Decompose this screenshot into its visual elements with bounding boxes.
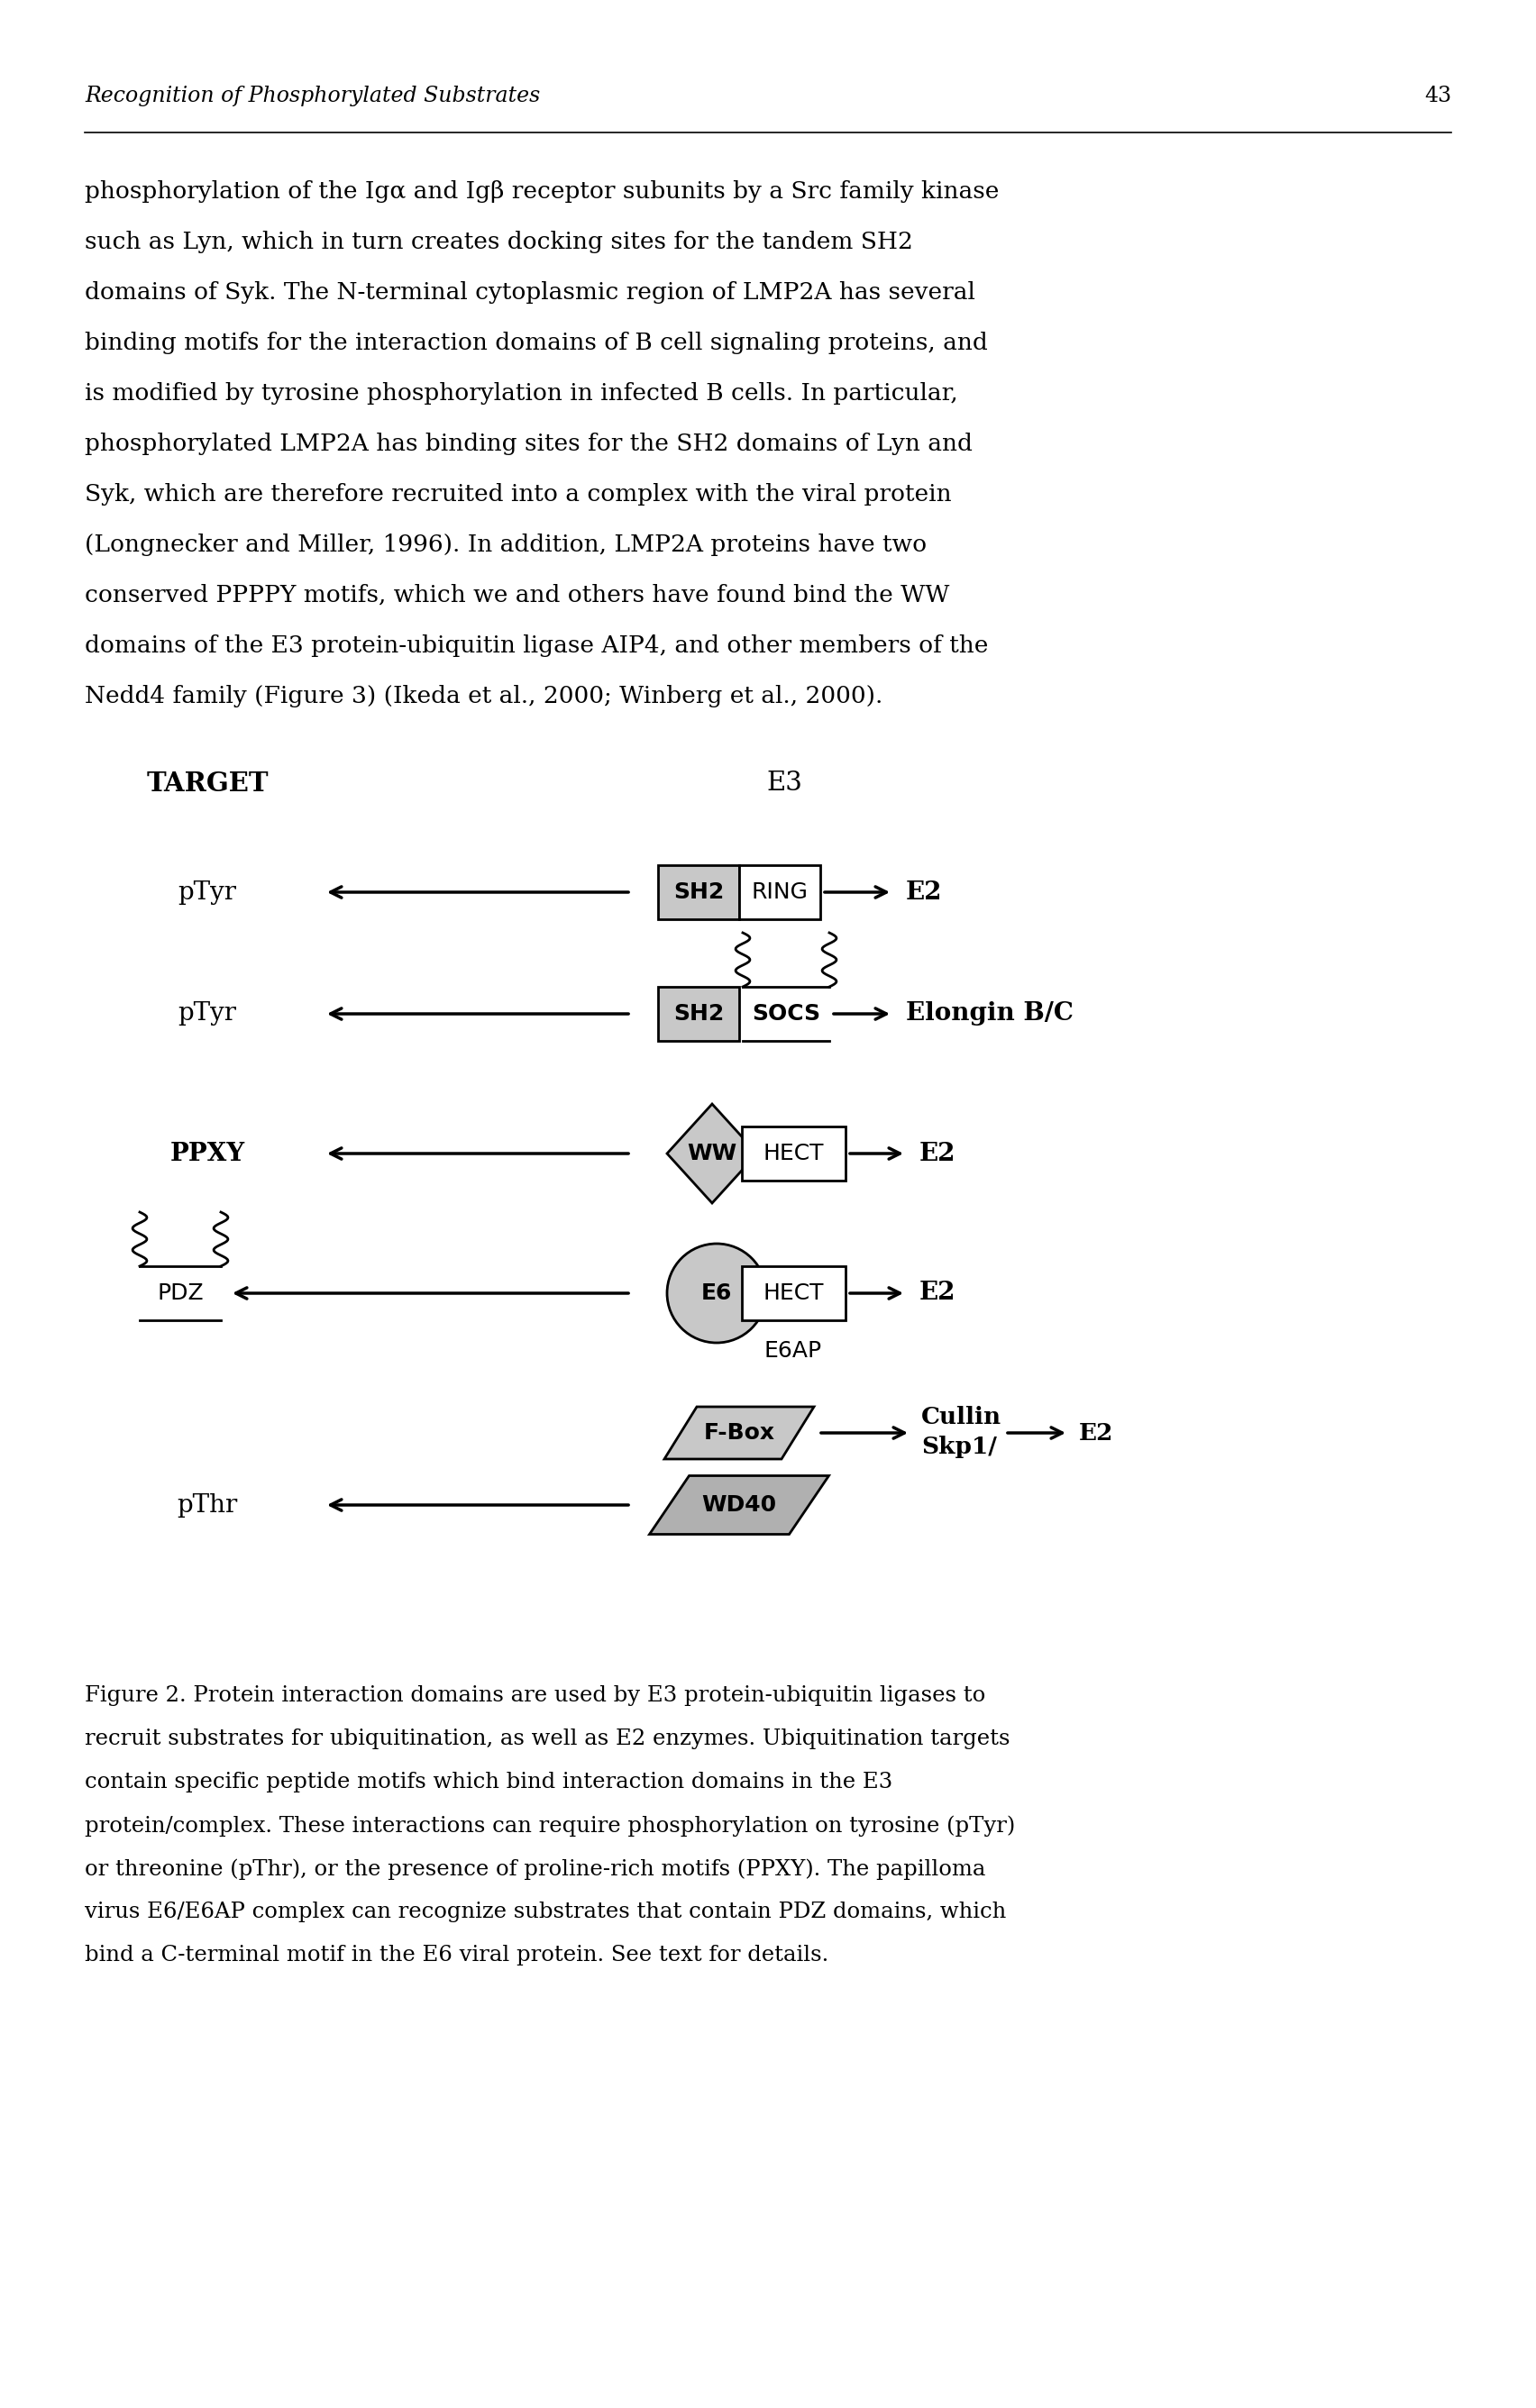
Text: Skp1/: Skp1/ (922, 1435, 997, 1459)
Text: Elongin B/C: Elongin B/C (906, 1002, 1074, 1026)
Text: RING: RING (751, 881, 808, 903)
Text: Recognition of Phosphorylated Substrates: Recognition of Phosphorylated Substrates (84, 87, 541, 106)
Text: Syk, which are therefore recruited into a complex with the viral protein: Syk, which are therefore recruited into … (84, 484, 951, 506)
Text: recruit substrates for ubiquitination, as well as E2 enzymes. Ubiquitination tar: recruit substrates for ubiquitination, a… (84, 1729, 1011, 1748)
Text: TARGET: TARGET (146, 771, 269, 797)
Bar (743, 987, 829, 1040)
Text: HECT: HECT (763, 1283, 823, 1305)
Bar (742, 1267, 845, 1320)
Text: is modified by tyrosine phosphorylation in infected B cells. In particular,: is modified by tyrosine phosphorylation … (84, 383, 958, 405)
Text: E2: E2 (1078, 1421, 1114, 1445)
Text: protein/complex. These interactions can require phosphorylation on tyrosine (pTy: protein/complex. These interactions can … (84, 1816, 1015, 1837)
Text: domains of the E3 protein-ubiquitin ligase AIP4, and other members of the: domains of the E3 protein-ubiquitin liga… (84, 633, 988, 657)
Text: E6AP: E6AP (765, 1341, 822, 1361)
Polygon shape (650, 1476, 829, 1534)
Text: pTyr: pTyr (178, 879, 237, 905)
Text: binding motifs for the interaction domains of B cell signaling proteins, and: binding motifs for the interaction domai… (84, 332, 988, 354)
Text: SH2: SH2 (673, 881, 723, 903)
Text: (Longnecker and Miller, 1996). In addition, LMP2A proteins have two: (Longnecker and Miller, 1996). In additi… (84, 535, 926, 556)
Text: bind a C-terminal motif in the E6 viral protein. See text for details.: bind a C-terminal motif in the E6 viral … (84, 1946, 828, 1965)
Text: domains of Syk. The N-terminal cytoplasmic region of LMP2A has several: domains of Syk. The N-terminal cytoplasm… (84, 282, 975, 303)
Text: E2: E2 (920, 1141, 955, 1165)
Text: E2: E2 (906, 879, 943, 905)
Polygon shape (667, 1103, 757, 1204)
Text: pThr: pThr (177, 1493, 238, 1517)
Text: contain specific peptide motifs which bind interaction domains in the E3: contain specific peptide motifs which bi… (84, 1772, 892, 1792)
Ellipse shape (667, 1243, 766, 1344)
Bar (739, 864, 820, 920)
Text: E6: E6 (700, 1283, 733, 1305)
Text: PPXY: PPXY (170, 1141, 244, 1165)
Text: pTyr: pTyr (178, 1002, 237, 1026)
Text: such as Lyn, which in turn creates docking sites for the tandem SH2: such as Lyn, which in turn creates docki… (84, 231, 912, 253)
Text: E2: E2 (920, 1281, 955, 1305)
Text: WW: WW (687, 1144, 737, 1165)
Text: SH2: SH2 (673, 1004, 723, 1026)
Text: Cullin: Cullin (922, 1406, 1001, 1428)
Text: WD40: WD40 (702, 1495, 777, 1515)
Bar (657, 987, 739, 1040)
Text: E3: E3 (766, 771, 802, 795)
Bar (140, 1267, 221, 1320)
Text: phosphorylation of the Igα and Igβ receptor subunits by a Src family kinase: phosphorylation of the Igα and Igβ recep… (84, 181, 998, 202)
Text: 43: 43 (1424, 87, 1452, 106)
Text: SOCS: SOCS (751, 1004, 820, 1026)
Text: Figure 2. Protein interaction domains are used by E3 protein-ubiquitin ligases t: Figure 2. Protein interaction domains ar… (84, 1686, 986, 1705)
Text: or threonine (pThr), or the presence of proline-rich motifs (PPXY). The papillom: or threonine (pThr), or the presence of … (84, 1859, 986, 1881)
Text: virus E6/E6AP complex can recognize substrates that contain PDZ domains, which: virus E6/E6AP complex can recognize subs… (84, 1902, 1006, 1922)
Text: Nedd4 family (Figure 3) (Ikeda et al., 2000; Winberg et al., 2000).: Nedd4 family (Figure 3) (Ikeda et al., 2… (84, 684, 883, 708)
Text: phosphorylated LMP2A has binding sites for the SH2 domains of Lyn and: phosphorylated LMP2A has binding sites f… (84, 433, 972, 455)
Bar (742, 1127, 845, 1180)
Polygon shape (665, 1406, 814, 1459)
Text: conserved PPPPY motifs, which we and others have found bind the WW: conserved PPPPY motifs, which we and oth… (84, 585, 949, 607)
Bar (657, 864, 739, 920)
Text: PDZ: PDZ (157, 1283, 204, 1305)
Text: HECT: HECT (763, 1144, 823, 1165)
Text: F-Box: F-Box (703, 1423, 774, 1445)
